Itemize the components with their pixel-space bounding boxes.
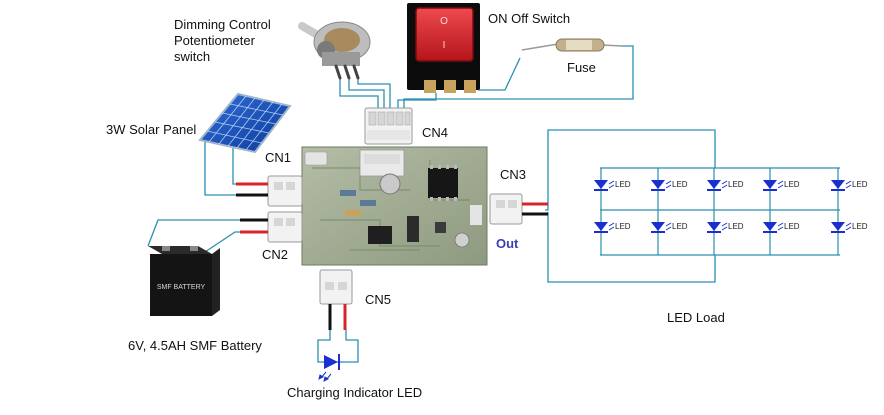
fuse-icon — [521, 38, 623, 52]
solar-panel-icon — [198, 92, 292, 154]
battery-label: 6V, 4.5AH SMF Battery — [128, 338, 262, 353]
onoff-switch-label: ON Off Switch — [488, 11, 571, 26]
led-diode-icon: LED — [763, 180, 800, 191]
led-tag-text: LED — [852, 180, 868, 189]
solar-panel-label: 3W Solar Panel — [106, 122, 197, 137]
cn1-connector-icon — [236, 175, 303, 207]
switch-off-mark: O — [440, 16, 448, 27]
cn3-label: CN3 — [500, 167, 527, 182]
wire-switch-cn4 — [397, 93, 437, 108]
cn5-connector-icon — [319, 269, 353, 330]
dimming-label-line2: Potentiometer — [174, 33, 255, 48]
cn3-connector-icon — [489, 193, 548, 225]
controller-pcb — [301, 146, 488, 266]
wire-cn5-led-b — [342, 330, 359, 363]
battery-icon: SMF BATTERY — [148, 246, 220, 316]
led-tag-text: LED — [784, 222, 800, 231]
led-tag-text: LED — [784, 180, 800, 189]
led-diode-icon: LED — [594, 222, 631, 233]
led-diode-icon: LED — [651, 180, 688, 191]
led-tag-text: LED — [672, 180, 688, 189]
wire-pot-cn4-c — [357, 78, 391, 108]
cn1-label: CN1 — [265, 150, 292, 165]
led-tag-text: LED — [615, 222, 631, 231]
dimming-potentiometer-label: Dimming Control Potentiometer switch — [174, 17, 271, 65]
led-tag-text: LED — [852, 222, 868, 231]
cn5-label: CN5 — [365, 292, 392, 307]
charging-led-label: Charging Indicator LED — [287, 385, 423, 400]
potentiometer-icon — [298, 21, 371, 80]
led-diode-icon: LED — [594, 180, 631, 191]
dimming-label-line1: Dimming Control — [174, 17, 271, 32]
wire-pot-cn4-a — [339, 78, 379, 108]
led-tag-text: LED — [615, 180, 631, 189]
out-label: Out — [496, 236, 519, 251]
led-diode-icon: LED — [707, 222, 744, 233]
cn4-label: CN4 — [422, 125, 449, 140]
wire-cn3-load-bottom — [547, 212, 716, 283]
wire-solar-cn1-a — [204, 142, 268, 196]
led-load-matrix: LED LED LED LED LED LED LED LED LED LED — [594, 168, 868, 255]
wiring — [147, 45, 840, 363]
led-tag-text: LED — [728, 180, 744, 189]
wire-battery-cn2-a — [147, 219, 268, 247]
led-load-label: LED Load — [667, 310, 725, 325]
cn2-connector-icon — [240, 211, 303, 243]
switch-on-mark: I — [443, 40, 446, 51]
led-diode-icon: LED — [707, 180, 744, 191]
led-diode-icon: LED — [831, 222, 868, 233]
wire-fuse-cn4 — [403, 45, 634, 108]
wire-switch-fuse — [478, 57, 521, 91]
charging-indicator-led-icon — [318, 354, 342, 382]
dimming-label-line3: switch — [174, 49, 211, 64]
wire-cn5-led-a — [317, 330, 331, 363]
fuse-label: Fuse — [567, 60, 596, 75]
led-tag-text: LED — [728, 222, 744, 231]
led-tag-text: LED — [672, 222, 688, 231]
led-diode-icon: LED — [763, 222, 800, 233]
battery-face-text: SMF BATTERY — [157, 284, 206, 291]
wire-battery-cn2-b — [204, 231, 268, 253]
rocker-switch-icon: O I — [407, 3, 480, 93]
cn2-label: CN2 — [262, 247, 289, 262]
wire-cn3-load-top — [545, 129, 716, 211]
cn4-connector-icon — [364, 107, 413, 145]
led-diode-icon: LED — [831, 180, 868, 191]
led-diode-icon: LED — [651, 222, 688, 233]
wire-pot-cn4-b — [348, 78, 385, 108]
